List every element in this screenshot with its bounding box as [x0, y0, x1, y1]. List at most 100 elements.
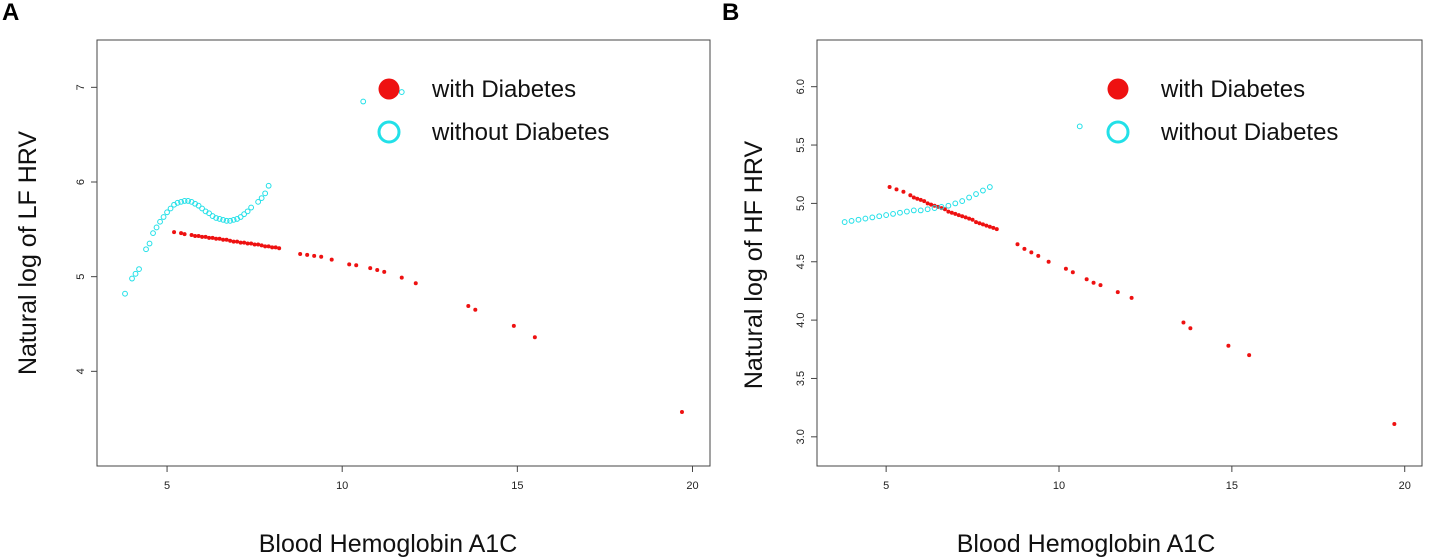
panel-a-point-with-diabetes	[319, 254, 324, 259]
panel-a-point-without-diabetes	[265, 182, 272, 189]
panel-a-point-with-diabetes	[399, 275, 404, 280]
panel-b-point-without-diabetes	[883, 212, 890, 218]
panel-b-point-without-diabetes	[973, 191, 979, 197]
panel-a-point-without-diabetes	[213, 215, 219, 221]
panel-a-point-with-diabetes	[179, 231, 184, 236]
panel-b-point-with-diabetes	[1029, 250, 1034, 255]
panel-a-point-with-diabetes	[466, 304, 471, 309]
panel-a-point-with-diabetes	[329, 257, 334, 262]
panel-a-point-with-diabetes	[256, 242, 261, 247]
legend-label-without-diabetes: without Diabetes	[431, 119, 609, 146]
panel-a-x-axis-title: Blood Hemoglobin A1C	[259, 530, 518, 558]
panel-a-point-without-diabetes	[132, 270, 139, 277]
panel-b-point-with-diabetes	[1084, 277, 1089, 282]
panel-a-y-tick-label: 4	[75, 368, 87, 374]
panel-a-point-with-diabetes	[217, 236, 222, 241]
panel-b-point-with-diabetes	[1046, 259, 1051, 264]
panel-a-point-without-diabetes	[129, 275, 135, 282]
panel-a-x-tick-label: 5	[164, 480, 170, 492]
panel-b-point-without-diabetes	[986, 184, 993, 190]
panel-b-point-without-diabetes	[848, 218, 855, 224]
panel-a-point-without-diabetes	[248, 204, 255, 211]
panel-b-point-with-diabetes	[987, 224, 992, 229]
panel-a-point-without-diabetes	[262, 190, 269, 197]
panel-a-point-with-diabetes	[252, 242, 257, 247]
panel-b-point-with-diabetes	[908, 193, 913, 198]
legend-label-with-diabetes: with Diabetes	[431, 76, 576, 103]
panel-a-point-with-diabetes	[196, 233, 201, 238]
panel-b-point-without-diabetes	[959, 198, 966, 204]
panel-a-point-without-diabetes	[199, 205, 205, 212]
legend-marker-without-diabetes	[1106, 120, 1130, 144]
panel-b-x-tick-label: 15	[1226, 480, 1238, 492]
panel-a-y-tick-label: 7	[75, 84, 87, 90]
panel-a-point-without-diabetes	[136, 266, 142, 272]
panel-a-point-with-diabetes	[368, 266, 373, 271]
panel-b-point-with-diabetes	[967, 216, 972, 221]
panel-a-point-with-diabetes	[231, 239, 236, 244]
panel-a-point-with-diabetes	[235, 239, 240, 244]
panel-a-legend: with Diabetes without Diabetes	[377, 76, 609, 146]
panel-a-point-with-diabetes	[189, 233, 194, 238]
panel-b-point-with-diabetes	[977, 221, 982, 226]
panel-a-point-with-diabetes	[207, 235, 212, 240]
panel-a-point-with-diabetes	[375, 268, 380, 273]
panel-a-point-with-diabetes	[679, 410, 684, 415]
panel-a-point-with-diabetes	[305, 252, 310, 257]
panel-b-point-with-diabetes	[974, 220, 979, 225]
panel-a-y-tick-label: 5	[75, 274, 87, 280]
panel-a-y-axis-title: Natural log of LF HRV	[14, 131, 42, 375]
panel-b-x-axis-title: Blood Hemoglobin A1C	[957, 530, 1216, 558]
panel-a-point-with-diabetes	[347, 262, 352, 267]
panel-b-point-without-diabetes	[869, 214, 876, 221]
panel-a-point-with-diabetes	[203, 234, 208, 239]
panel-a-point-with-diabetes	[193, 233, 198, 238]
panel-b-point-without-diabetes	[952, 200, 959, 207]
panel-a-point-without-diabetes	[241, 211, 248, 218]
panel-a-point-with-diabetes	[224, 237, 229, 242]
panel-a-point-with-diabetes	[249, 241, 254, 246]
panel-a-point-without-diabetes	[167, 205, 174, 212]
panel-a-point-without-diabetes	[178, 198, 184, 205]
panel-b-point-with-diabetes	[1098, 283, 1103, 288]
panel-b-point-without-diabetes	[903, 208, 910, 215]
panel-b-point-with-diabetes	[949, 210, 954, 215]
panel-b-point-without-diabetes	[924, 206, 931, 213]
panel-b-point-without-diabetes	[966, 194, 973, 201]
panel-a-point-without-diabetes	[157, 218, 163, 225]
panel-b-point-without-diabetes	[862, 215, 869, 222]
panel-b-x-tick-label: 10	[1053, 480, 1065, 492]
panel-a-point-with-diabetes	[210, 235, 215, 240]
panel-b-point-with-diabetes	[1392, 421, 1397, 426]
panel-a-point-without-diabetes	[223, 217, 230, 224]
panel-b-y-tick-label: 5.0	[795, 196, 807, 211]
panel-b-point-without-diabetes	[980, 187, 986, 194]
panel-b: B 5 10 15 20 3.0 3.5 4.0 4.5 5.0 5.5 6.0 Blood He…	[722, 0, 1423, 558]
panel-a-point-with-diabetes	[298, 251, 303, 256]
panel-a-point-without-diabetes	[255, 198, 262, 205]
panel-b-y-axis-title: Natural log of HF HRV	[740, 141, 768, 390]
panel-b-point-with-diabetes	[1115, 290, 1120, 295]
panel-b-y-tick-label: 4.0	[795, 312, 807, 327]
panel-a-point-without-diabetes	[150, 230, 156, 237]
legend-marker-without-diabetes	[377, 120, 401, 144]
panel-a-point-with-diabetes	[532, 335, 537, 340]
panel-b-point-with-diabetes	[980, 222, 985, 227]
panel-b-point-with-diabetes	[984, 223, 989, 228]
panel-b-point-with-diabetes	[1015, 242, 1020, 247]
panel-a-point-without-diabetes	[195, 202, 202, 209]
panel-b-plot-frame	[816, 39, 1423, 467]
panel-a-point-without-diabetes	[185, 198, 191, 204]
panel-a-point-without-diabetes	[146, 240, 153, 247]
panel-b-x-tick-label: 5	[883, 480, 889, 492]
panel-b-point-without-diabetes	[945, 202, 952, 209]
panel-b-point-without-diabetes	[910, 207, 917, 214]
panel-a-point-without-diabetes	[122, 290, 128, 297]
panel-b-point-with-diabetes	[970, 217, 975, 222]
panel-a-point-without-diabetes	[220, 216, 227, 223]
panel-a-point-with-diabetes	[182, 232, 187, 237]
panel-b-y-tick-label: 3.0	[795, 429, 807, 444]
panel-b-legend: with Diabetes without Diabetes	[1106, 76, 1338, 146]
panel-b-point-without-diabetes	[931, 205, 938, 211]
